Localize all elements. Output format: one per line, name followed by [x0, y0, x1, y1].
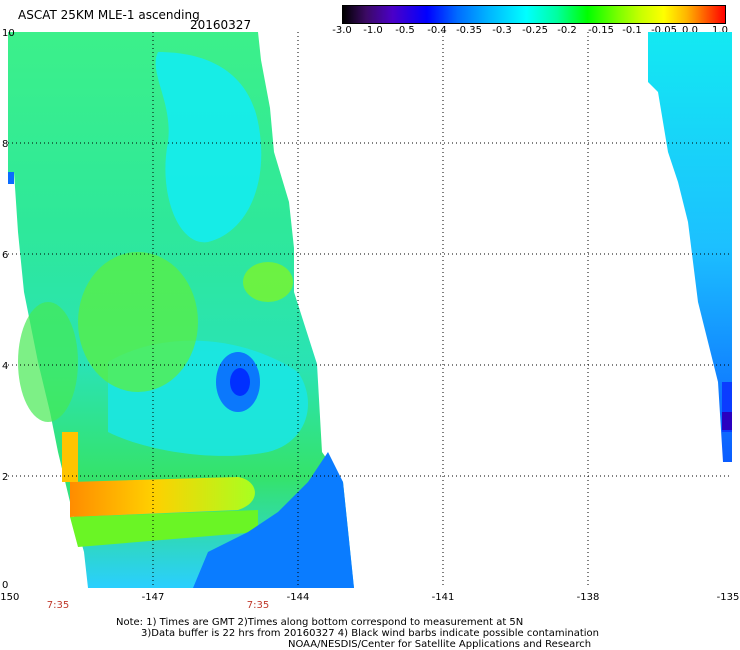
- colorbar: [342, 5, 726, 24]
- y-tick-label: 0: [2, 580, 9, 591]
- map-plot: [8, 32, 732, 588]
- orange-band: [70, 477, 255, 517]
- note-line-2: 3)Data buffer is 22 hrs from 20160327 4)…: [141, 628, 599, 639]
- map-title: ASCAT 25KM MLE-1 ascending: [18, 8, 200, 22]
- y-tick-label: 10: [2, 28, 15, 39]
- colorbar-label: -0.2: [557, 25, 577, 36]
- map-date: 20160327: [190, 18, 252, 32]
- green-patch: [243, 262, 293, 302]
- cyan-region: [155, 52, 262, 243]
- x-tick-label: -147: [141, 592, 165, 603]
- colorbar-label: -3.0: [332, 25, 352, 36]
- x-tick-label: -141: [431, 592, 455, 603]
- y-tick-label: 8: [2, 139, 9, 150]
- blue-pixel: [8, 172, 14, 184]
- note-line-3: NOAA/NESDIS/Center for Satellite Applica…: [288, 639, 592, 650]
- colorbar-label: -0.25: [522, 25, 548, 36]
- colorbar-label: -0.3: [492, 25, 512, 36]
- time-label: 7:35: [246, 600, 270, 611]
- swath-right: [648, 32, 732, 462]
- y-tick-label: 6: [2, 250, 9, 261]
- green-patch: [78, 252, 198, 392]
- x-tick-label: -144: [286, 592, 310, 603]
- colorbar-label: -0.4: [427, 25, 447, 36]
- colorbar-label: -0.1: [622, 25, 642, 36]
- note-line-1: Note: 1) Times are GMT 2)Times along bot…: [116, 617, 524, 628]
- colorbar-label: 0.0: [682, 25, 698, 36]
- data-field: [8, 32, 732, 588]
- colorbar-label: -0.05: [651, 25, 677, 36]
- x-tick-label: -150: [0, 592, 20, 603]
- right-swath-darkest: [722, 412, 732, 430]
- colorbar-label: -0.35: [456, 25, 482, 36]
- orange-band-strip: [62, 432, 78, 482]
- y-tick-label: 4: [2, 361, 9, 372]
- green-patch: [18, 302, 78, 422]
- blue-lower-region: [193, 452, 354, 588]
- x-tick-label: -138: [576, 592, 600, 603]
- colorbar-label: -1.0: [363, 25, 383, 36]
- colorbar-label: -0.15: [588, 25, 614, 36]
- x-tick-label: -135: [716, 592, 740, 603]
- time-label: 7:35: [46, 600, 70, 611]
- green-band: [70, 510, 258, 547]
- gridlines: [8, 32, 732, 588]
- colorbar-label: 1.0: [712, 25, 728, 36]
- colorbar-label: -0.5: [395, 25, 415, 36]
- y-tick-label: 2: [2, 472, 9, 483]
- blue-eddy-core: [230, 368, 250, 396]
- right-swath-dark: [722, 382, 732, 432]
